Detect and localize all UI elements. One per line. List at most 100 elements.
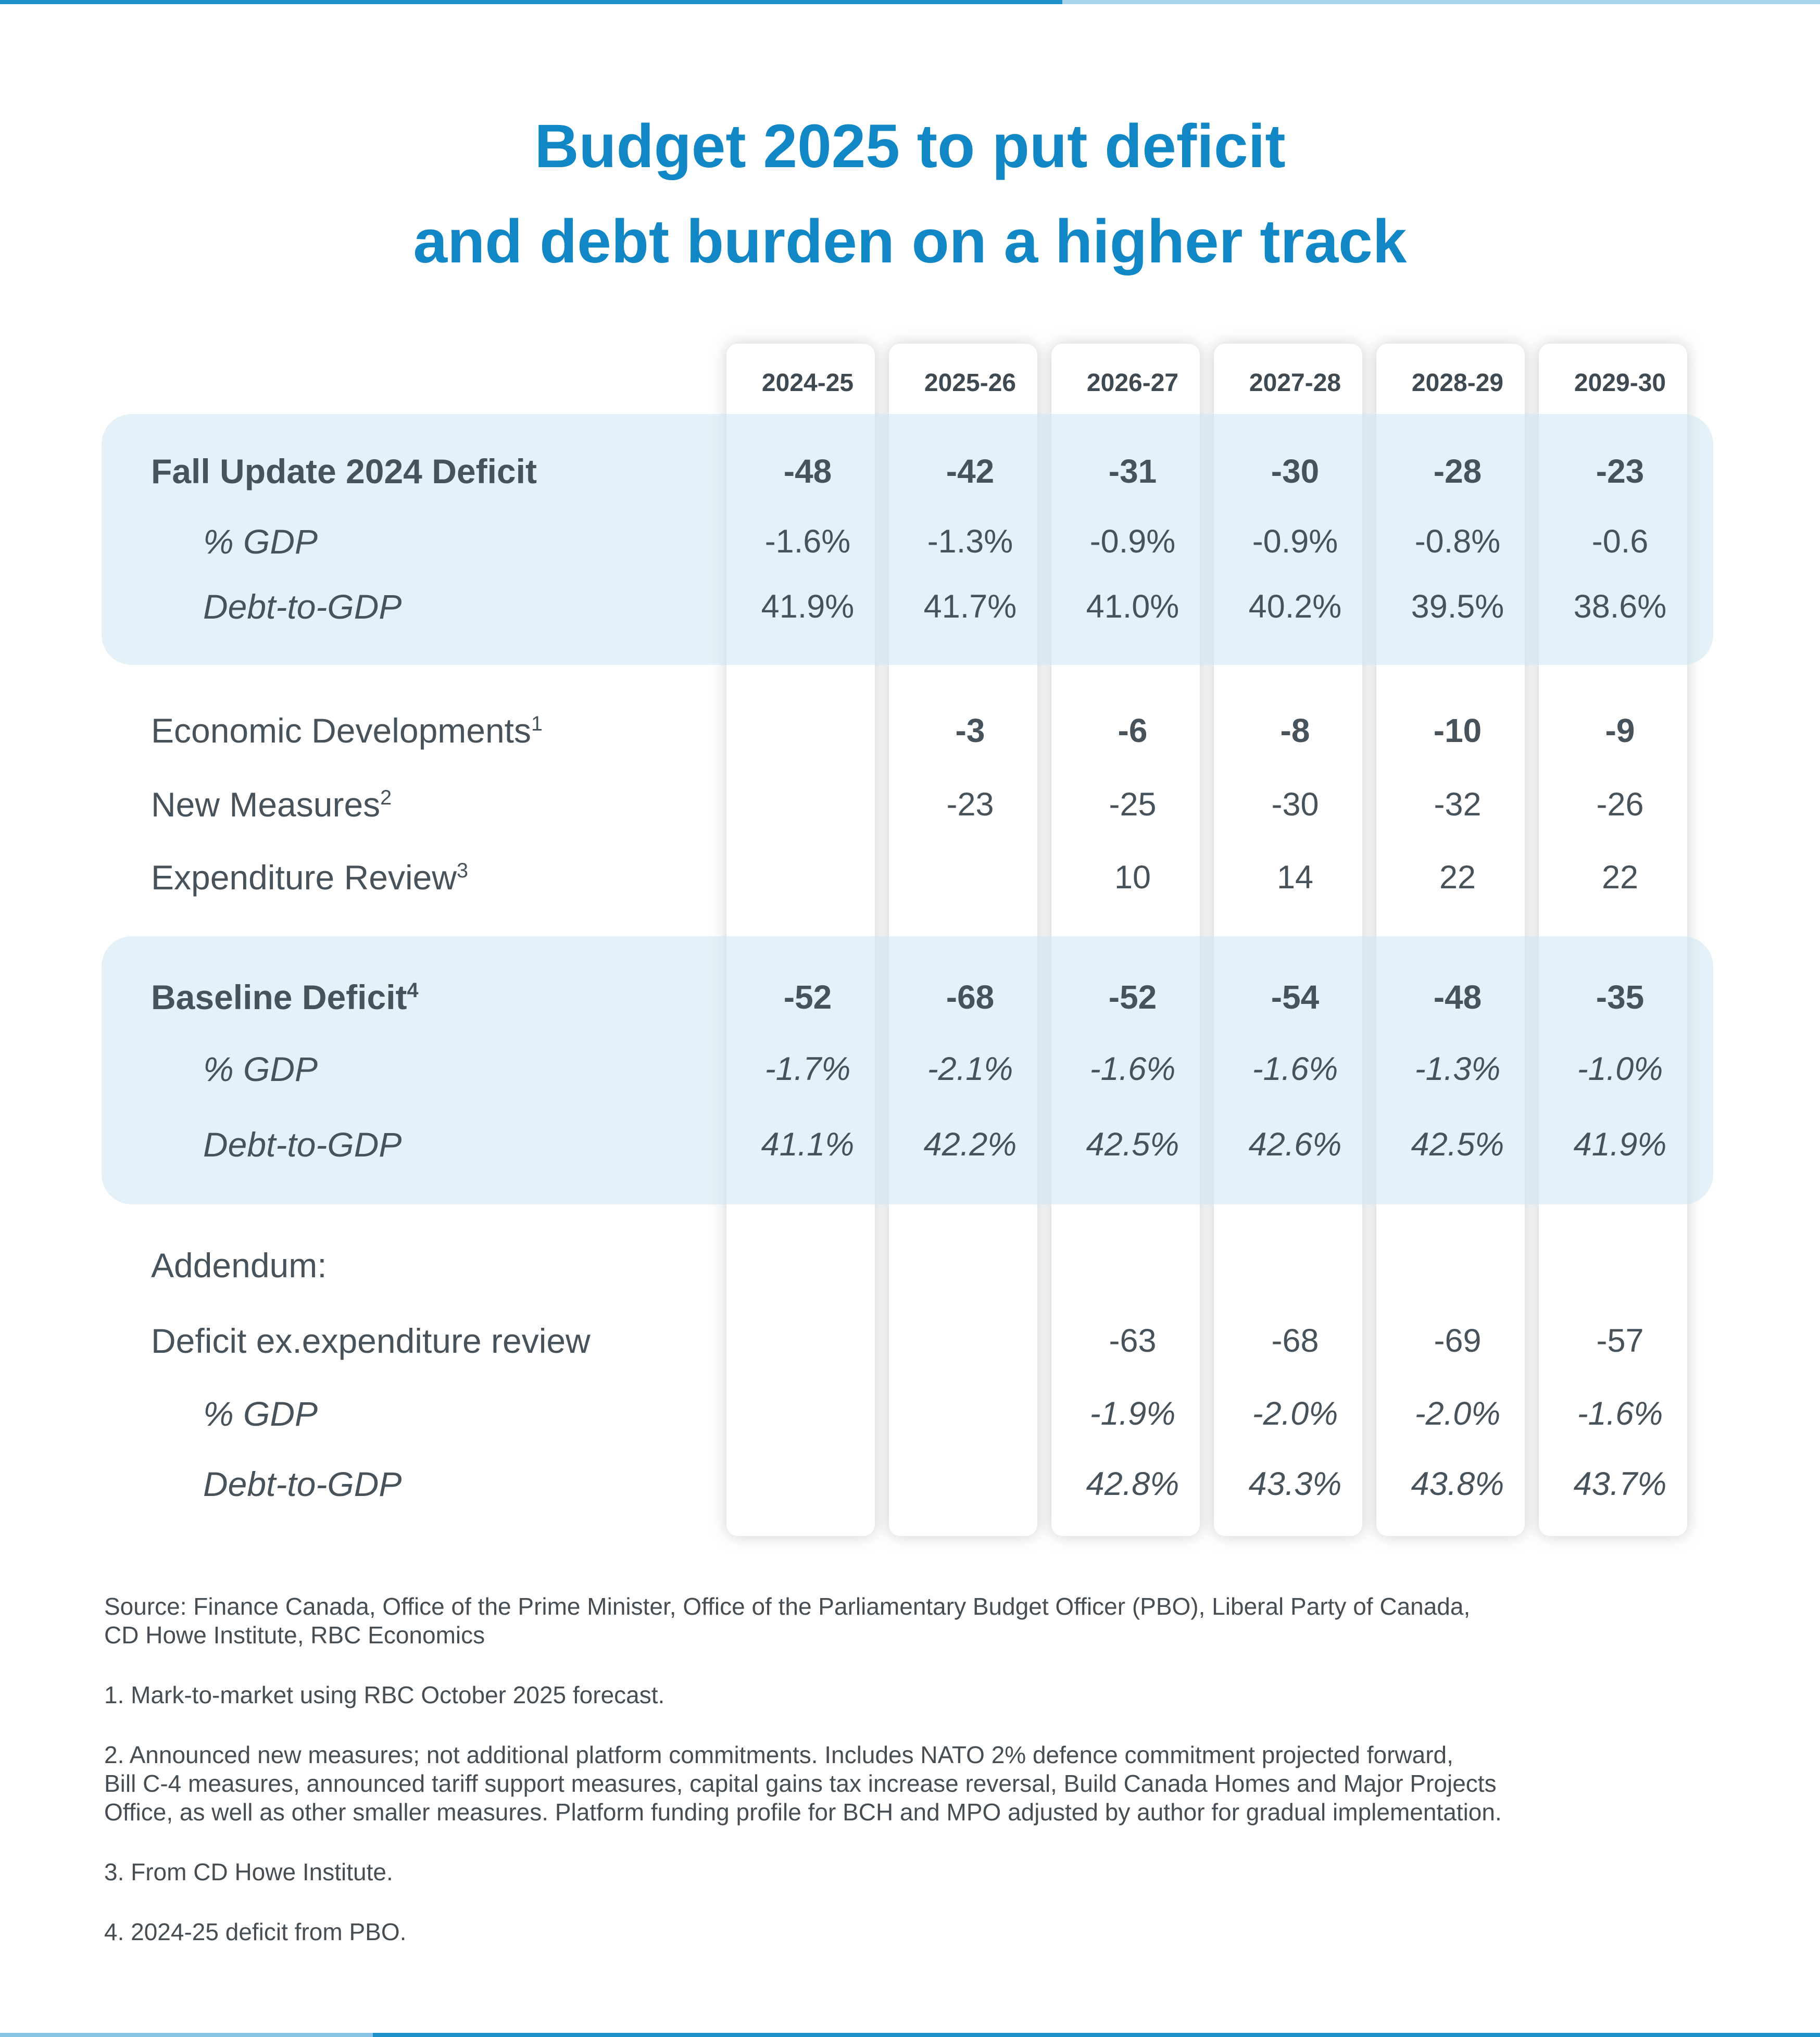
footnote-line: 4. 2024-25 deficit from PBO. (104, 1918, 407, 1945)
value-cell: -8 (1280, 711, 1310, 749)
value-cell: -1.9% (1089, 1395, 1176, 1432)
table-row: Debt-to-GDP 41.9% 41.7% 41.0% 40.2% 39.5% 38.6… (102, 575, 1705, 638)
value-cell: -48 (1433, 978, 1482, 1016)
value-cell: -0.8% (1414, 523, 1501, 560)
value-cell: -69 (1434, 1323, 1482, 1359)
column-header: 2026-27 (1086, 369, 1179, 397)
value-cell: -1.6% (1252, 1050, 1338, 1087)
row-label: Addendum: (151, 1246, 327, 1285)
value-cell: -30 (1271, 452, 1320, 490)
value-cell: 41.9% (1573, 1126, 1667, 1163)
footnote-paragraph: Source: Finance Canada, Office of the Pr… (104, 1592, 1760, 1650)
footnotes-block: Source: Finance Canada, Office of the Pr… (104, 1592, 1760, 1978)
value-cell: 41.0% (1086, 588, 1179, 625)
value-cell: 42.8% (1086, 1466, 1179, 1502)
footnote-line: 1. Mark-to-market using RBC October 2025… (104, 1681, 665, 1708)
table-row: % GDP -1.7% -2.1% -1.6% -1.6% -1.3% -1.0% (102, 1039, 1705, 1099)
footnote-marker: 1 (531, 712, 543, 735)
row-label: Expenditure Review3 (151, 858, 468, 897)
row-label: Fall Update 2024 Deficit (151, 452, 537, 491)
value-cell: -28 (1433, 452, 1482, 490)
value-cell: -2.0% (1414, 1395, 1501, 1432)
value-cell: 43.3% (1248, 1466, 1342, 1502)
footnote-marker: 4 (407, 979, 419, 1002)
value-cell: 42.6% (1248, 1126, 1342, 1163)
row-label: Debt-to-GDP (203, 587, 402, 626)
page-title: Budget 2025 to put deficit and debt burd… (0, 99, 1820, 290)
value-cell: -32 (1434, 786, 1482, 823)
value-cell: 10 (1114, 859, 1151, 896)
value-cell: -0.9% (1089, 523, 1176, 560)
value-cell: -25 (1109, 786, 1157, 823)
footnote-paragraph: 1. Mark-to-market using RBC October 2025… (104, 1681, 1760, 1709)
value-cell: 42.5% (1411, 1126, 1504, 1163)
footnote-paragraph: 3. From CD Howe Institute. (104, 1858, 1760, 1887)
value-cell: -68 (1271, 1323, 1319, 1359)
value-cell: -52 (1108, 978, 1157, 1016)
row-label: % GDP (203, 522, 318, 561)
value-cell: -23 (946, 786, 994, 823)
value-cell: 43.8% (1411, 1466, 1504, 1502)
column-header: 2027-28 (1249, 369, 1341, 397)
table-row: Economic Developments1 -3 -6 -8 -10 -9 (102, 693, 1705, 768)
value-cell: 43.7% (1573, 1466, 1667, 1502)
value-cell: 38.6% (1573, 588, 1667, 625)
value-cell: 22 (1439, 859, 1476, 896)
fall-update-highlight-band (102, 414, 1713, 665)
value-cell: -10 (1433, 711, 1482, 749)
row-label: % GDP (203, 1394, 318, 1433)
value-cell: -35 (1596, 978, 1645, 1016)
column-header: 2024-25 (761, 369, 854, 397)
value-cell: 42.5% (1086, 1126, 1179, 1163)
footnote-line: Source: Finance Canada, Office of the Pr… (104, 1593, 1471, 1620)
value-cell: -48 (783, 452, 832, 490)
row-label: Baseline Deficit4 (151, 978, 419, 1016)
value-cell: -0.9% (1252, 523, 1338, 560)
value-cell: -26 (1596, 786, 1644, 823)
footnote-marker: 2 (380, 786, 392, 809)
value-cell: -1.3% (927, 523, 1013, 560)
footnote-line: CD Howe Institute, RBC Economics (104, 1621, 485, 1649)
value-cell: -31 (1108, 452, 1157, 490)
footnote-marker: 3 (456, 859, 468, 882)
value-cell: -1.3% (1414, 1050, 1501, 1087)
value-cell: -68 (946, 978, 995, 1016)
top-accent-bar-dark-segment (0, 0, 1062, 4)
value-cell: -23 (1596, 452, 1645, 490)
column-header: 2029-30 (1574, 369, 1666, 397)
value-cell: 39.5% (1411, 588, 1504, 625)
row-label: Debt-to-GDP (203, 1125, 402, 1164)
value-cell: -30 (1271, 786, 1319, 823)
table-row: Fall Update 2024 Deficit -48 -42 -31 -30 -28 -… (102, 435, 1705, 508)
value-cell: -57 (1596, 1323, 1644, 1359)
value-cell: 41.9% (761, 588, 855, 625)
value-cell: -52 (783, 978, 832, 1016)
value-cell: 41.1% (761, 1126, 855, 1163)
value-cell: -1.0% (1577, 1050, 1663, 1087)
top-accent-bar (0, 0, 1820, 4)
column-header: 2025-26 (924, 369, 1016, 397)
row-label: Deficit ex.expenditure review (151, 1322, 591, 1360)
row-label: Economic Developments1 (151, 711, 543, 750)
column-header: 2028-29 (1411, 369, 1504, 397)
value-cell: -2.0% (1252, 1395, 1338, 1432)
footnote-paragraph: 4. 2024-25 deficit from PBO. (104, 1918, 1760, 1946)
table-header-row: 2024-25 2025-26 2026-27 2027-28 2028-29 2029-… (102, 354, 1705, 411)
value-cell: 41.7% (923, 588, 1017, 625)
footnote-line: 2. Announced new measures; not additiona… (104, 1741, 1453, 1768)
value-cell: -1.6% (1089, 1050, 1176, 1087)
value-cell: -0.6 (1591, 523, 1649, 560)
value-cell: -6 (1118, 711, 1148, 749)
value-cell: -3 (955, 711, 985, 749)
page-title-line1: Budget 2025 to put deficit (534, 112, 1286, 181)
value-cell: -54 (1271, 978, 1320, 1016)
value-cell: -9 (1605, 711, 1635, 749)
table-row: % GDP -1.6% -1.3% -0.9% -0.9% -0.8% -0.6 (102, 513, 1705, 570)
footnote-paragraph: 2. Announced new measures; not additiona… (104, 1741, 1760, 1827)
row-label: New Measures2 (151, 785, 392, 824)
top-accent-bar-light-segment (1062, 0, 1820, 4)
row-label: % GDP (203, 1049, 318, 1088)
footnote-line: Office, as well as other smaller measure… (104, 1799, 1502, 1826)
bottom-accent-bar (0, 2033, 1820, 2037)
